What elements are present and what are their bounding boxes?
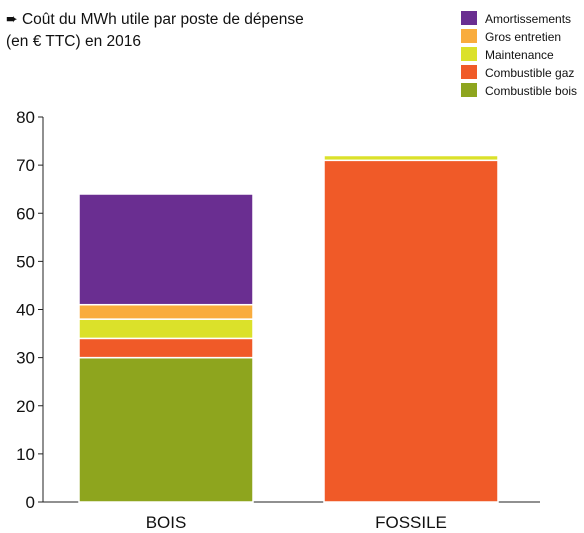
legend-swatch xyxy=(461,83,477,97)
x-category-label: FOSSILE xyxy=(375,513,447,532)
chart-title-line-2: (en € TTC) en 2016 xyxy=(6,33,141,50)
y-tick-label: 50 xyxy=(16,252,35,271)
y-tick-label: 20 xyxy=(16,397,35,416)
legend-label: Gros entretien xyxy=(485,30,561,44)
bar-segment-fossile xyxy=(323,154,499,162)
bar-segment-bois xyxy=(78,337,254,359)
legend-label: Maintenance xyxy=(485,48,554,62)
y-tick-label: 60 xyxy=(16,204,35,223)
legend-label: Combustible bois xyxy=(485,84,577,98)
legend-label: Combustible gaz xyxy=(485,66,574,80)
chart-title-line-1: ➨ Coût du MWh utile par poste de dépense xyxy=(6,11,304,28)
y-tick-label: 40 xyxy=(16,301,35,320)
bar-segment-bois xyxy=(78,193,254,306)
legend-swatch xyxy=(461,65,477,79)
bar-segment-fossile xyxy=(323,159,499,503)
bar-segment-bois xyxy=(78,356,254,503)
y-tick-label: 10 xyxy=(16,445,35,464)
legend-swatch xyxy=(461,11,477,25)
y-tick-label: 30 xyxy=(16,349,35,368)
bar-segment-bois xyxy=(78,318,254,340)
chart-title: ➨ Coût du MWh utile par poste de dépense… xyxy=(6,9,304,53)
legend-swatch xyxy=(461,47,477,61)
bar-segment-bois xyxy=(78,303,254,320)
legend-swatch xyxy=(461,29,477,43)
y-tick-label: 70 xyxy=(16,156,35,175)
x-category-label: BOIS xyxy=(146,513,187,532)
y-tick-label: 80 xyxy=(16,108,35,127)
y-tick-label: 0 xyxy=(26,493,35,512)
legend-label: Amortissements xyxy=(485,12,571,26)
